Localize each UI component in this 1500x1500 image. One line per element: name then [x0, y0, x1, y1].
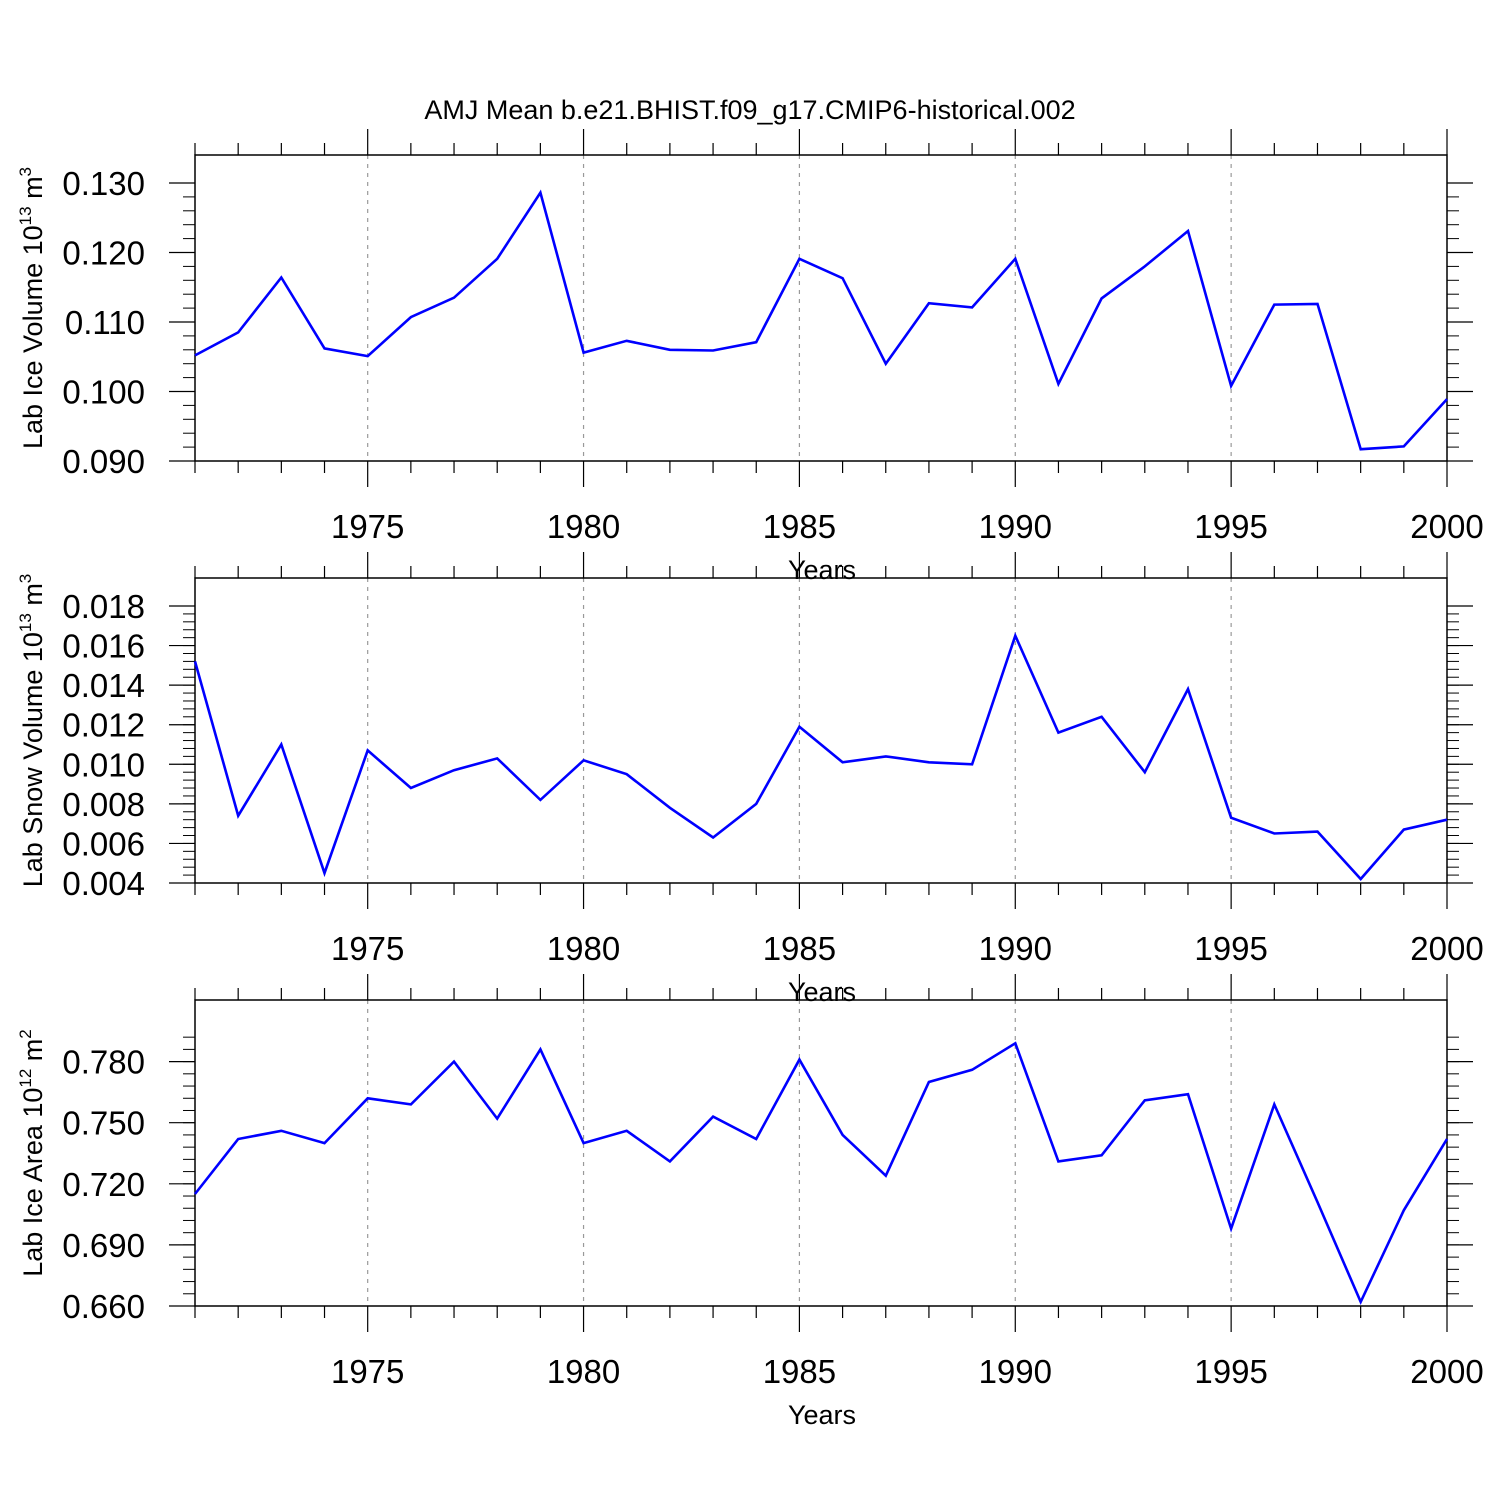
- y-tick-label: 0.120: [62, 235, 145, 272]
- x-tick-label: 1975: [331, 930, 404, 967]
- y-tick-label: 0.016: [62, 628, 145, 665]
- x-tick-label: 1995: [1194, 508, 1267, 545]
- y-tick-label: 0.750: [62, 1105, 145, 1142]
- y-tick-label: 0.004: [62, 865, 145, 902]
- y-tick-label: 0.780: [62, 1044, 145, 1081]
- y-axis-label-exponent: 13: [16, 613, 35, 632]
- y-tick-label: 0.690: [62, 1227, 145, 1264]
- y-axis-label-main: Lab Ice Volume 10: [18, 225, 48, 449]
- x-axis-label: Years: [788, 977, 856, 1007]
- x-tick-label: 1990: [979, 1353, 1052, 1390]
- x-tick-label: 1980: [547, 930, 620, 967]
- y-tick-label: 0.018: [62, 588, 145, 625]
- panel-1: 0.090 0.100 0.110 0.120 0.130 1975 1980 1985 199…: [16, 129, 1484, 585]
- y-axis-label: Lab Snow Volume 1013 m3: [16, 574, 48, 888]
- x-tick-label: 1985: [763, 508, 836, 545]
- x-tick-label: 1975: [331, 1353, 404, 1390]
- y-axis-label-exponent: 12: [16, 1069, 35, 1088]
- y-tick-label: 0.660: [62, 1288, 145, 1325]
- y-tick-label: 0.720: [62, 1166, 145, 1203]
- x-tick-label: 1990: [979, 508, 1052, 545]
- y-tick-label: 0.010: [62, 746, 145, 783]
- x-axis-label: Years: [788, 1400, 856, 1430]
- x-tick-label: 1980: [547, 1353, 620, 1390]
- x-tick-label: 1985: [763, 930, 836, 967]
- x-tick-label: 1995: [1194, 930, 1267, 967]
- y-axis-label-main: Lab Ice Area 10: [18, 1088, 48, 1277]
- y-axis-label-main: Lab Snow Volume 10: [18, 632, 48, 887]
- x-tick-label: 1980: [547, 508, 620, 545]
- y-axis-label: Lab Ice Area 1012 m2: [16, 1029, 48, 1277]
- series-line: [193, 632, 1448, 881]
- y-axis-label-exponent: 13: [16, 206, 35, 225]
- panels: 0.090 0.100 0.110 0.120 0.130 1975 1980 1985 199…: [16, 129, 1484, 1430]
- x-tick-label: 2000: [1410, 508, 1483, 545]
- y-tick-label: 0.014: [62, 667, 145, 704]
- series-line: [193, 1041, 1449, 1306]
- x-tick-label: 2000: [1410, 1353, 1483, 1390]
- panel-3: 0.660 0.690 0.720 0.750 0.780 1975 1980 1985 199…: [16, 974, 1484, 1430]
- plot-frame: [194, 577, 1448, 884]
- figure-title: AMJ Mean b.e21.BHIST.f09_g17.CMIP6-histo…: [424, 95, 1075, 125]
- y-tick-label: 0.012: [62, 707, 145, 744]
- y-axis-label-unit: m: [18, 583, 48, 613]
- plot-frame: [194, 999, 1448, 1307]
- y-axis-label-unit: m: [18, 1039, 48, 1069]
- y-tick-label: 0.008: [62, 786, 145, 823]
- x-tick-label: 1995: [1194, 1353, 1267, 1390]
- y-axis-label-unit-exponent: 3: [16, 574, 35, 583]
- y-axis-label-unit-exponent: 2: [16, 1029, 35, 1038]
- y-axis-label: Lab Ice Volume 1013 m3: [16, 167, 48, 449]
- panel-2: 0.0040.0060.0080.0100.0120.0140.0160.018…: [16, 552, 1484, 1007]
- y-axis-label-unit: m: [18, 176, 48, 206]
- x-tick-label: 2000: [1410, 930, 1483, 967]
- y-tick-label: 0.130: [62, 165, 145, 202]
- y-tick-label: 0.006: [62, 825, 145, 862]
- y-axis-label-unit-exponent: 3: [16, 167, 35, 176]
- plot-frame: [194, 154, 1448, 462]
- y-tick-label: 0.100: [62, 374, 145, 411]
- series-line: [194, 189, 1448, 451]
- x-tick-label: 1975: [331, 508, 404, 545]
- x-axis-label: Years: [788, 555, 856, 585]
- x-tick-label: 1990: [979, 930, 1052, 967]
- x-tick-label: 1985: [763, 1353, 836, 1390]
- y-tick-label: 0.090: [62, 443, 145, 480]
- y-tick-label: 0.110: [65, 304, 145, 341]
